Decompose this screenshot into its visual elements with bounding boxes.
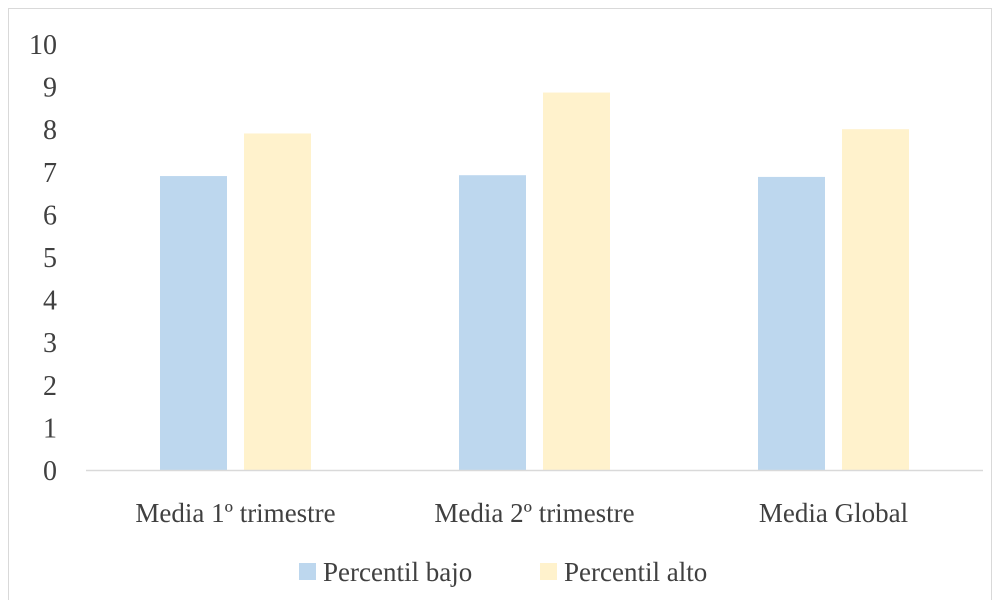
y-tick-label: 8	[43, 115, 57, 146]
y-tick-label: 7	[43, 158, 57, 189]
x-category-label: Media Global	[759, 498, 908, 528]
legend-swatch	[540, 563, 557, 580]
y-tick-label: 9	[43, 73, 57, 104]
bar-percentil-alto-0	[244, 133, 311, 470]
legend-label: Percentil bajo	[323, 557, 472, 587]
legend: Percentil bajo Percentil alto	[299, 557, 707, 587]
bar-percentil-bajo-2	[758, 176, 825, 471]
legend-swatch	[299, 563, 316, 580]
y-tick-label: 4	[43, 286, 57, 317]
y-tick-label: 10	[29, 30, 57, 61]
bar-percentil-alto-2	[842, 129, 909, 470]
y-axis-ticks: 0 1 2 3 4 5 6 7 8 9 10	[29, 30, 57, 487]
y-tick-label: 1	[43, 413, 57, 444]
y-tick-label: 3	[43, 328, 57, 359]
chart-frame	[8, 8, 992, 600]
x-axis-category-labels: Media 1º trimestre Media 2º trimestre Medi…	[135, 498, 908, 528]
x-category-label: Media 1º trimestre	[135, 498, 335, 528]
bar-percentil-bajo-0	[160, 176, 227, 470]
legend-label: Percentil alto	[564, 557, 707, 587]
bars	[160, 92, 909, 471]
y-tick-label: 6	[43, 200, 57, 231]
y-tick-label: 0	[43, 456, 57, 487]
y-tick-label: 2	[43, 371, 57, 402]
bar-percentil-alto-1	[543, 92, 610, 471]
y-tick-label: 5	[43, 243, 57, 274]
bar-percentil-bajo-1	[459, 175, 526, 470]
x-category-label: Media 2º trimestre	[434, 498, 634, 528]
